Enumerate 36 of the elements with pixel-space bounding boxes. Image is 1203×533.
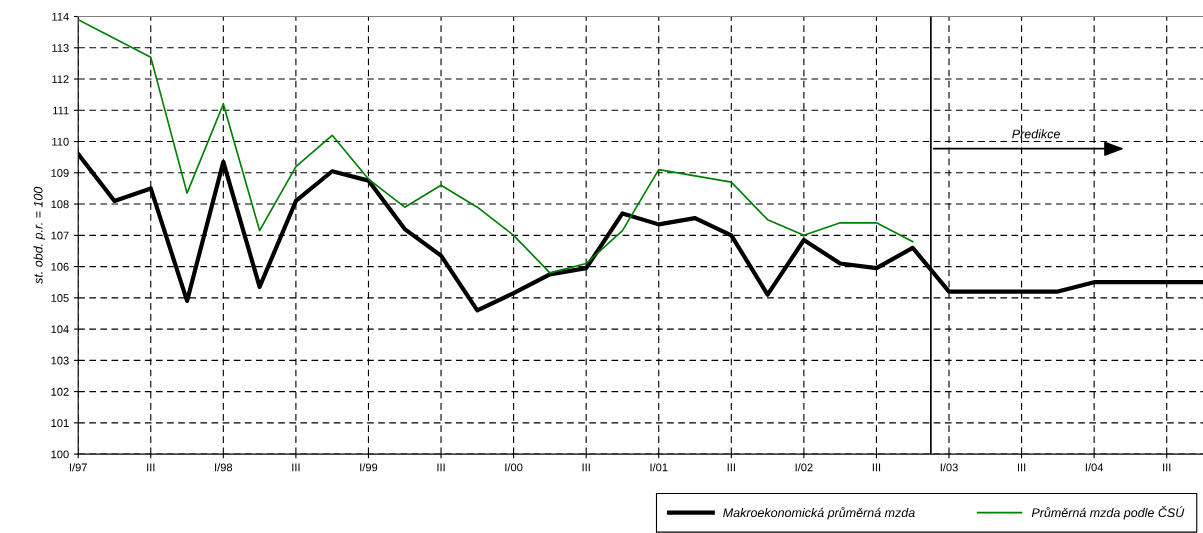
x-tick-label: I/98: [215, 463, 233, 472]
x-tick-label: III: [437, 463, 445, 472]
y-tick-label: 109: [51, 169, 69, 177]
x-tick-label: III: [1163, 463, 1171, 472]
x-tick-label: III: [872, 463, 881, 472]
y-tick-label: 113: [52, 44, 69, 52]
x-tick-label: III: [147, 463, 155, 472]
x-tick-label: I/01: [650, 463, 668, 472]
x-tick-label: I/03: [940, 463, 958, 472]
y-tick-label: 112: [52, 75, 69, 84]
x-tick-label: I/04: [1085, 463, 1104, 472]
y-tick-label: 100: [51, 450, 69, 459]
y-tick-label: 114: [52, 12, 69, 21]
y-tick-label: 101: [51, 419, 69, 427]
x-tick-label: III: [727, 463, 735, 472]
y-tick-label: 107: [51, 231, 69, 240]
legend-label: Průměrná mzda podle ČSÚ: [1031, 506, 1185, 520]
y-tick-label: 110: [52, 137, 69, 146]
y-tick-label: 111: [53, 106, 69, 115]
x-tick-label: I/02: [795, 463, 813, 472]
y-tick-label: 102: [51, 387, 69, 396]
y-tick-label: 106: [51, 262, 69, 271]
x-tick-label: I/97: [69, 463, 87, 472]
x-tick-label: III: [292, 463, 300, 472]
y-tick-label: 108: [51, 200, 69, 209]
x-tick-label: I/00: [505, 463, 523, 472]
legend-label: Makroekonomická průměrná mzda: [723, 506, 915, 520]
x-tick-label: I/99: [360, 463, 378, 472]
x-tick-label: III: [1017, 463, 1026, 472]
y-tick-label: 105: [51, 294, 69, 302]
annotation: Predikce: [1012, 129, 1060, 139]
x-tick-label: III: [582, 463, 590, 472]
y-tick-label: 103: [51, 356, 69, 365]
line-series: [78, 18, 914, 274]
y-axis-title: st. obd. p.r. = 100: [33, 186, 46, 284]
y-tick-label: 104: [51, 325, 69, 334]
